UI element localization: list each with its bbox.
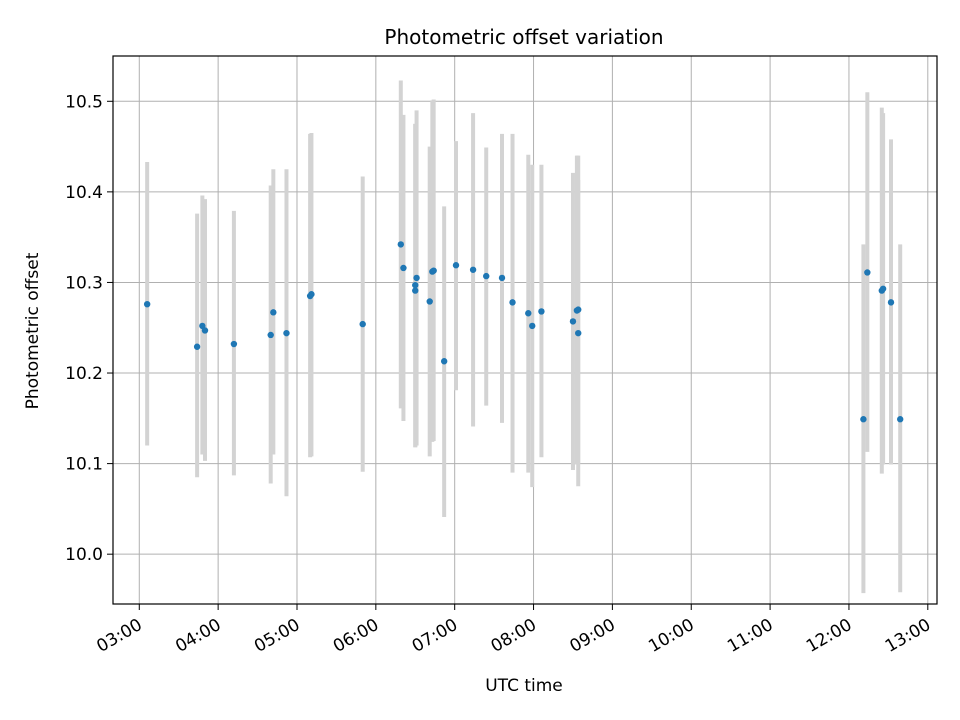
y-axis-label: Photometric offset [23,252,43,409]
data-point [864,269,871,276]
data-point [412,287,419,294]
data-point [538,308,545,315]
data-point [426,298,433,305]
data-point [267,331,274,339]
plot-frame [112,55,938,605]
y-tick-label: 10.3 [65,273,103,293]
x-tick-label: 04:00 [172,615,224,657]
data-point [143,300,151,308]
x-tick-label: 07:00 [409,615,461,657]
data-point [509,299,516,306]
data-point [575,306,582,313]
data-point [525,310,532,317]
x-tick-label: 09:00 [566,615,618,657]
data-point [897,416,904,423]
data-point [412,281,419,289]
x-tick-label: 10:00 [645,615,697,657]
data-point [400,264,407,272]
data-point [569,318,577,325]
x-tick-label: 06:00 [330,615,382,657]
chart-title: Photometric offset variation [384,25,663,49]
x-tick-label: 13:00 [882,615,934,657]
grid [113,56,937,604]
data-point [230,340,238,348]
data-point [469,266,477,273]
data-point [359,320,366,328]
x-tick-label: 11:00 [724,615,776,657]
data-point [397,241,405,248]
x-tick-label: 12:00 [803,615,855,657]
data-points [143,241,904,423]
x-tick-label: 05:00 [251,615,303,657]
y-tick-label: 10.0 [65,545,103,565]
data-point [498,274,506,282]
y-tick-label: 10.4 [65,183,103,203]
y-tick-label: 10.5 [65,92,103,112]
y-tick-label: 10.1 [65,455,103,475]
data-point [308,291,315,298]
x-tick-label: 03:00 [93,615,145,657]
x-tick-label: 08:00 [488,615,540,657]
data-point [575,329,582,337]
y-tick-label: 10.2 [65,364,103,384]
data-point [430,267,437,274]
data-point [452,262,460,269]
data-point [440,358,448,365]
data-point [860,416,867,423]
data-point [529,322,536,330]
error-bars [145,80,903,594]
data-point [193,343,201,350]
data-point [887,299,895,306]
data-point [201,327,209,334]
data-point [879,285,887,292]
x-axis-label: UTC time [485,676,563,696]
x-axis-ticks: 03:00 04:00 05:00 06:00 07:00 08:00 09:00 10:00… [93,604,934,657]
y-axis-ticks: 10.0 10.1 10.2 10.3 10.4 10.5 [65,92,113,565]
data-point [413,274,420,282]
data-point [483,272,490,280]
data-point [283,329,290,337]
data-point [270,309,277,316]
